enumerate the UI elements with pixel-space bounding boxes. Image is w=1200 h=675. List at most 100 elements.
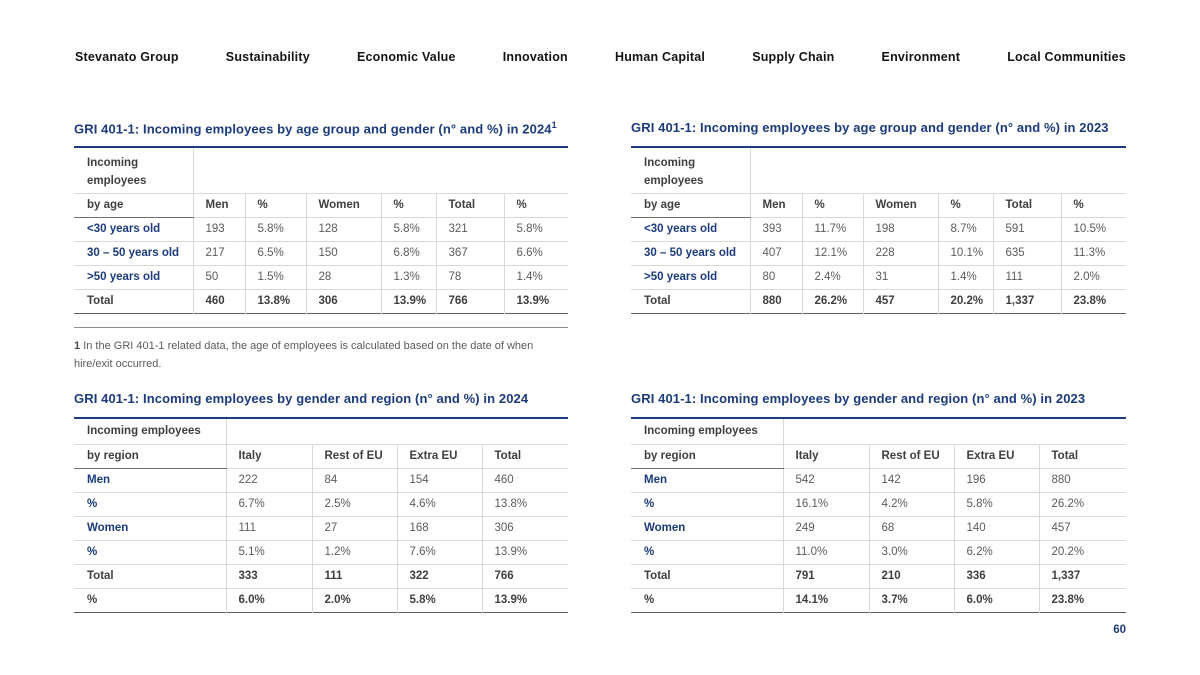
cell-value: 27: [311, 516, 397, 541]
col-header-italy: Italy: [225, 444, 312, 469]
table-age-2024: Incoming employees by age Men % Women % T…: [74, 146, 568, 314]
col-header-women: Women: [305, 193, 381, 218]
cell-value: 367: [435, 241, 504, 266]
table-row-total-pct: % 6.0% 2.0% 5.8% 13.9%: [74, 587, 568, 612]
cell-value: 198: [862, 217, 938, 242]
row-label: %: [74, 587, 226, 612]
cell-value: 12.1%: [801, 241, 863, 266]
table-row: % 6.7% 2.5% 4.6% 13.8%: [74, 492, 568, 517]
table-title-region-2023: GRI 401-1: Incoming employees by gender …: [631, 391, 1126, 406]
table-row-total-pct: % 14.1% 3.7% 6.0% 23.8%: [631, 587, 1126, 612]
cell-value: 880: [749, 289, 802, 313]
col-header-pct: %: [244, 193, 306, 218]
cell-value: 168: [396, 516, 482, 541]
cell-value: 210: [868, 564, 954, 589]
footnote-text: In the GRI 401-1 related data, the age o…: [74, 340, 534, 371]
cell-value: 766: [435, 289, 504, 313]
cell-value: 68: [868, 516, 954, 541]
col-header-rest-of-eu: Rest of EU: [868, 444, 954, 469]
col-header-women: Women: [862, 193, 938, 218]
cell-value: 542: [782, 468, 869, 493]
cell-value: 196: [953, 468, 1039, 493]
nav-item-local-communities[interactable]: Local Communities: [1007, 50, 1126, 64]
cell-value: 11.3%: [1060, 241, 1126, 266]
cell-value: 1,337: [1038, 564, 1126, 589]
col-header-men: Men: [192, 193, 245, 218]
table-row: 30 – 50 years old 217 6.5% 150 6.8% 367 …: [74, 241, 568, 266]
cell-value: 13.9%: [481, 587, 568, 612]
table-region-2023: Incoming employees by region Italy Rest …: [631, 417, 1126, 613]
page-number: 60: [1113, 624, 1126, 636]
cell-value: 28: [305, 265, 381, 290]
cell-value: 460: [192, 289, 245, 313]
table-row: % 16.1% 4.2% 5.8% 26.2%: [631, 492, 1126, 517]
col-header-pct: %: [1060, 193, 1126, 218]
header-spacer: [192, 147, 568, 194]
cell-value: 2.0%: [311, 587, 397, 612]
table-title-age-2023: GRI 401-1: Incoming employees by age gro…: [631, 120, 1126, 135]
cell-value: 13.8%: [481, 492, 568, 517]
table-row: <30 years old 193 5.8% 128 5.8% 321 5.8%: [74, 217, 568, 242]
col-header-total: Total: [1038, 444, 1126, 469]
nav-item-economic-value[interactable]: Economic Value: [356, 50, 456, 64]
cell-value: 11.7%: [801, 217, 863, 242]
col-header-total: Total: [435, 193, 504, 218]
row-label: %: [631, 492, 783, 517]
title-footnote-marker: 1: [551, 120, 557, 130]
nav-item-environment[interactable]: Environment: [881, 50, 961, 64]
nav-item-innovation[interactable]: Innovation: [502, 50, 568, 64]
corner-line1: Incoming: [87, 156, 139, 169]
table-row: % 11.0% 3.0% 6.2% 20.2%: [631, 540, 1126, 565]
table-age-2023: Incoming employees by age Men % Women % T…: [631, 146, 1126, 314]
cell-value: 306: [305, 289, 381, 313]
cell-value: 1.4%: [937, 265, 993, 290]
nav-item-human-capital[interactable]: Human Capital: [614, 50, 706, 64]
cell-value: 111: [225, 516, 312, 541]
cell-value: 154: [396, 468, 482, 493]
row-label: Women: [74, 516, 226, 541]
col-header-pct: %: [801, 193, 863, 218]
row-label: <30 years old: [74, 217, 193, 242]
nav-item-stevanato-group[interactable]: Stevanato Group: [75, 50, 179, 64]
cell-value: 78: [435, 265, 504, 290]
row-label: >50 years old: [74, 265, 193, 290]
cell-value: 6.2%: [953, 540, 1039, 565]
cell-value: 4.2%: [868, 492, 954, 517]
title-text: GRI 401-1: Incoming employees by age gro…: [631, 120, 1109, 135]
table-title-region-2024: GRI 401-1: Incoming employees by gender …: [74, 391, 568, 406]
cell-value: 457: [1038, 516, 1126, 541]
cell-value: 5.8%: [953, 492, 1039, 517]
corner-header: Incoming employees: [74, 147, 193, 194]
table-row: Men 222 84 154 460: [74, 468, 568, 493]
table-row: >50 years old 50 1.5% 28 1.3% 78 1.4%: [74, 265, 568, 290]
cell-value: 393: [749, 217, 802, 242]
footnote: 1 In the GRI 401-1 related data, the age…: [74, 327, 568, 373]
col-header-pct: %: [380, 193, 436, 218]
cell-value: 13.9%: [380, 289, 436, 313]
cell-value: 5.1%: [225, 540, 312, 565]
cell-value: 457: [862, 289, 938, 313]
footnote-marker: 1: [74, 340, 81, 352]
table-row: 30 – 50 years old 407 12.1% 228 10.1% 63…: [631, 241, 1126, 266]
nav-item-supply-chain[interactable]: Supply Chain: [752, 50, 835, 64]
cell-value: 84: [311, 468, 397, 493]
cell-value: 111: [992, 265, 1061, 290]
cell-value: 26.2%: [801, 289, 863, 313]
cell-value: 460: [481, 468, 568, 493]
table-region-2024: Incoming employees by region Italy Rest …: [74, 417, 568, 613]
cell-value: 2.4%: [801, 265, 863, 290]
cell-value: 10.5%: [1060, 217, 1126, 242]
cell-value: 217: [192, 241, 245, 266]
title-text: GRI 401-1: Incoming employees by gender …: [631, 391, 1086, 406]
corner-line1: Incoming: [644, 156, 696, 169]
table-title-age-2024: GRI 401-1: Incoming employees by age gro…: [74, 120, 568, 136]
cell-value: 14.1%: [782, 587, 869, 612]
cell-value: 1.4%: [503, 265, 568, 290]
corner-header: Incoming employees: [74, 418, 226, 445]
row-label: Total: [631, 564, 783, 589]
table-row-total: Total 880 26.2% 457 20.2% 1,337 23.8%: [631, 289, 1126, 313]
cell-value: 111: [311, 564, 397, 589]
corner-subheader: by age: [631, 193, 750, 218]
nav-item-sustainability[interactable]: Sustainability: [225, 50, 310, 64]
